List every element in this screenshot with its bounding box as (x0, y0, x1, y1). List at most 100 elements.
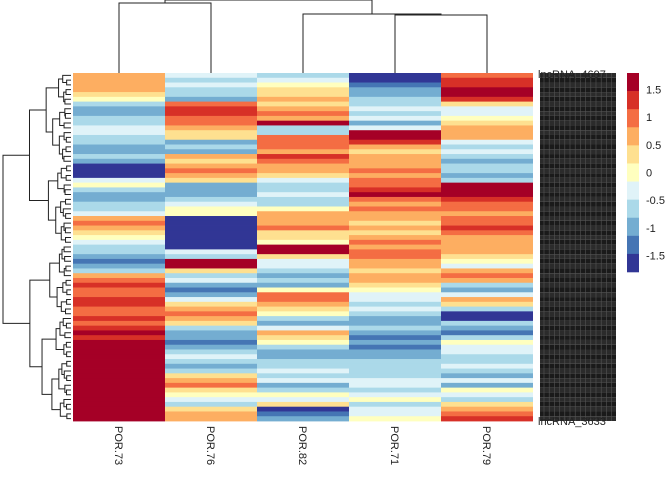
heatmap-cell (257, 77, 349, 83)
heatmap-cell (441, 249, 533, 255)
row-label-glyphs (540, 111, 616, 116)
heatmap-cell (165, 335, 257, 341)
heatmap-cell (257, 130, 349, 136)
heatmap-cell (165, 359, 257, 365)
heatmap-cell (257, 82, 349, 88)
heatmap-cell (349, 368, 441, 374)
heatmap-cell (73, 239, 165, 246)
heatmap-cell (257, 173, 349, 179)
row-label-glyphs (540, 187, 616, 193)
heatmap-cell (349, 120, 441, 126)
heatmap-cell (165, 292, 257, 298)
heatmap-cell (257, 401, 349, 408)
heatmap-cell (165, 297, 257, 303)
heatmap-cell (349, 306, 441, 312)
heatmap-cell (257, 287, 349, 293)
heatmap-cell (349, 196, 441, 203)
heatmap-cell (257, 115, 349, 122)
heatmap-cell (441, 87, 533, 93)
row-label-glyphs (540, 130, 616, 135)
row-label-glyphs (540, 139, 616, 145)
heatmap-cell (165, 168, 257, 174)
heatmap-cell (73, 158, 165, 164)
heatmap-cell (165, 311, 257, 317)
column-label: POR.73 (112, 426, 124, 465)
legend-swatch (627, 163, 639, 182)
dendrogram-link (164, 0, 373, 14)
heatmap-cell (441, 359, 533, 365)
heatmap-cell (165, 77, 257, 83)
heatmap-cell (349, 378, 441, 384)
heatmap-cell (441, 368, 533, 374)
heatmap-cell (349, 320, 441, 327)
heatmap-cell (441, 192, 533, 198)
heatmap-cell (73, 273, 165, 279)
heatmap-cell (165, 416, 257, 422)
heatmap-cell (257, 249, 349, 255)
row-label-glyphs (540, 225, 616, 231)
dendrogram-link (45, 87, 59, 133)
heatmap-cell (73, 177, 165, 184)
heatmap-cell (441, 254, 533, 260)
row-label-glyphs (540, 87, 616, 93)
heatmap-cell (73, 344, 165, 350)
row-label-glyphs (540, 73, 616, 78)
heatmap-cell (257, 306, 349, 312)
heatmap-cell (257, 416, 349, 422)
heatmap-cell (441, 349, 533, 355)
heatmap-cell (257, 144, 349, 150)
legend-tick-label: 1 (646, 112, 652, 124)
dendrogram-link (63, 370, 71, 379)
dendrogram-link (64, 256, 71, 262)
row-label-glyphs (540, 82, 616, 88)
heatmap-cell (73, 220, 165, 226)
heatmap-cell (165, 163, 257, 169)
heatmap-cell (349, 220, 441, 226)
heatmap-cell (165, 373, 257, 379)
heatmap-cell (165, 301, 257, 307)
heatmap-cell (73, 120, 165, 126)
heatmap-cell (349, 211, 441, 217)
heatmap-cell (441, 101, 533, 107)
heatmap-cell (257, 330, 349, 336)
dendrogram-link (63, 184, 71, 193)
heatmap-cell (73, 211, 165, 217)
row-label-glyphs (540, 273, 616, 278)
legend-tick-label: -1 (646, 223, 656, 235)
heatmap-cell (441, 382, 533, 389)
heatmap-cell (165, 134, 257, 141)
row-label-glyphs (540, 163, 616, 169)
dendrogram-link (66, 403, 71, 410)
heatmap-cell (257, 196, 349, 203)
dendrogram-link (58, 253, 65, 273)
row-label-glyphs (540, 173, 616, 178)
heatmap-cell (349, 225, 441, 231)
row-label-glyphs (540, 182, 616, 188)
heatmap-cell (349, 397, 441, 403)
legend-tick-label: 1.5 (646, 85, 661, 97)
heatmap-cell (165, 216, 257, 222)
heatmap-cell (441, 401, 533, 408)
row-label-glyphs (540, 77, 616, 83)
heatmap-cell (73, 392, 165, 398)
dendrogram-link (63, 122, 71, 129)
heatmap-cell (165, 158, 257, 164)
heatmap-cell (441, 163, 533, 169)
dendrogram-link (65, 322, 71, 329)
heatmap-cell (349, 173, 441, 179)
dendrogram-link (65, 89, 71, 95)
heatmap-cell (165, 235, 257, 241)
row-label-glyphs (540, 177, 616, 183)
heatmap-cell (73, 235, 165, 241)
row-label-glyphs (540, 154, 616, 159)
heatmap-cell (257, 397, 349, 403)
heatmap-cell (257, 292, 349, 298)
heatmap-cell (165, 258, 257, 265)
dendrogram-link (62, 208, 71, 217)
heatmap-cell (257, 335, 349, 341)
heatmap-cell (441, 316, 533, 322)
heatmap-cell (441, 187, 533, 193)
heatmap-cell (441, 134, 533, 141)
heatmap-cell (441, 149, 533, 155)
legend-swatch (627, 199, 639, 219)
